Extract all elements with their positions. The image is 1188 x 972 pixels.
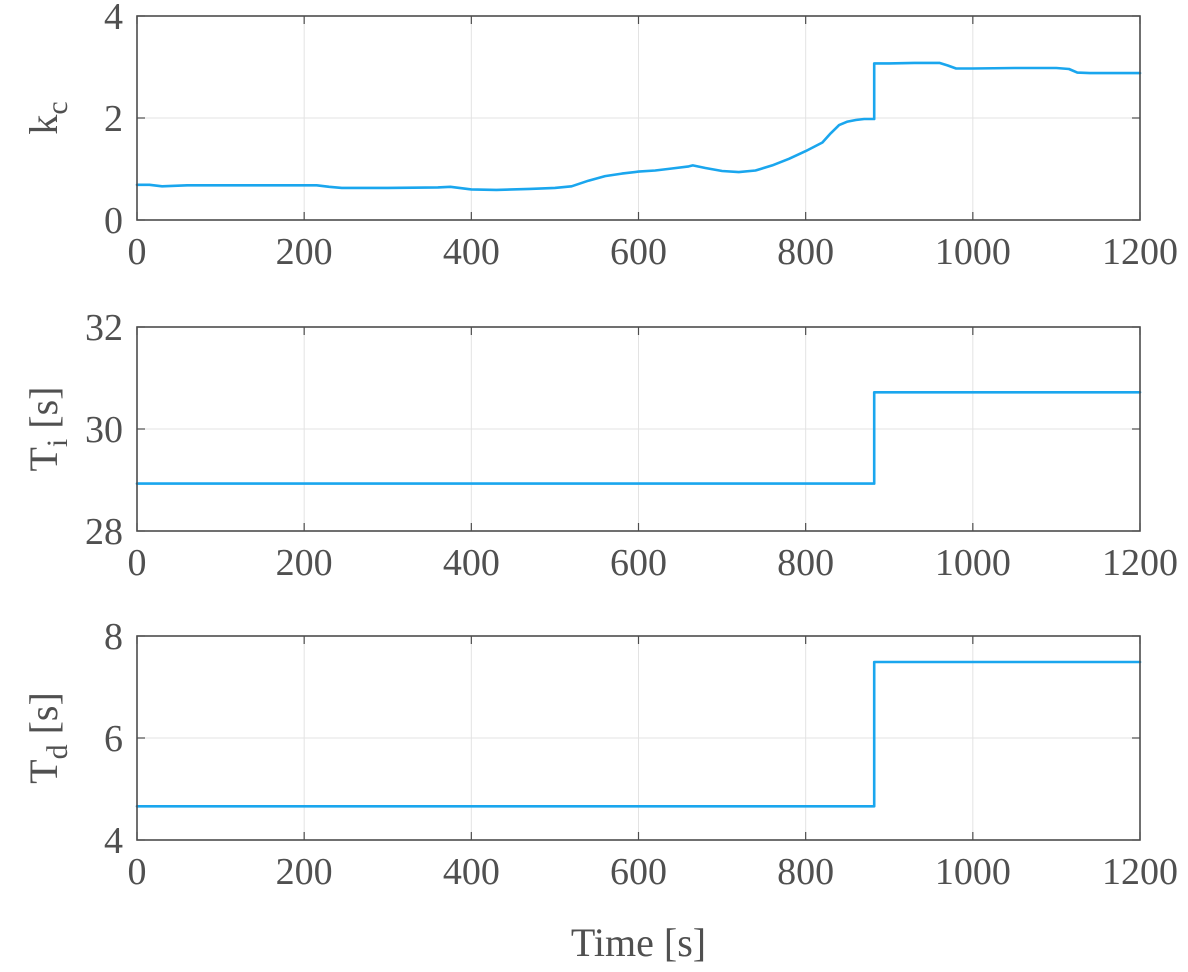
subplot-1: 0 200 400 600 800 1000 1200 0 2 4 kc (21, 0, 1178, 273)
y-tick-label: 28 (85, 511, 123, 553)
x-tick-label: 0 (128, 851, 147, 893)
y-axis-label-unit: [s] (21, 692, 66, 744)
x-tick-label: 1000 (935, 231, 1011, 273)
y-tick-label: 0 (104, 200, 123, 242)
x-axis-label: Time [s] (571, 920, 706, 965)
x-tick-label: 1200 (1102, 851, 1178, 893)
x-tick-label: 200 (276, 542, 333, 584)
x-tick-label: 200 (276, 851, 333, 893)
y-tick-label: 8 (104, 616, 123, 658)
y-axis-label-main: k (21, 115, 66, 135)
x-tick-label: 400 (443, 231, 500, 273)
y-axis-label-subscript: i (41, 439, 74, 447)
y-axis-label: Ti [s] (21, 387, 74, 472)
y-axis-label-unit: [s] (21, 387, 66, 439)
x-tick-label: 1000 (935, 542, 1011, 584)
x-tick-label: 0 (128, 542, 147, 584)
x-tick-label: 800 (777, 542, 834, 584)
x-tick-label: 800 (777, 851, 834, 893)
y-tick-label: 30 (85, 409, 123, 451)
x-tick-label: 800 (777, 231, 834, 273)
x-tick-label: 400 (443, 542, 500, 584)
series-line-1 (135, 61, 1142, 192)
x-tick-label: 600 (610, 231, 667, 273)
x-tick-label: 600 (610, 851, 667, 893)
x-tick-label: 1200 (1102, 542, 1178, 584)
y-axis-label-main: T (21, 759, 66, 783)
y-tick-label: 4 (104, 820, 123, 862)
subplot-2: 0 200 400 600 800 1000 1200 28 30 32 Ti [s] (21, 307, 1178, 584)
subplot-3: 0 200 400 600 800 1000 1200 4 6 8 Td [s] Time [s] (21, 616, 1178, 965)
x-tick-label: 1200 (1102, 231, 1178, 273)
y-axis-label-subscript: d (41, 744, 74, 759)
y-axis-label-main: T (21, 447, 66, 471)
y-axis-label: Td [s] (21, 692, 74, 784)
series-line-1 (135, 660, 1142, 808)
y-tick-label: 4 (104, 0, 123, 38)
y-tick-label: 6 (104, 718, 123, 760)
x-tick-label: 1000 (935, 851, 1011, 893)
y-tick-label: 2 (104, 98, 123, 140)
y-axis-label: kc (21, 101, 74, 134)
y-tick-label: 32 (85, 307, 123, 349)
y-axis-label-subscript: c (41, 101, 74, 114)
x-tick-label: 600 (610, 542, 667, 584)
x-tick-label: 0 (128, 231, 147, 273)
x-tick-label: 400 (443, 851, 500, 893)
x-tick-label: 200 (276, 231, 333, 273)
series-line-1 (135, 390, 1142, 485)
